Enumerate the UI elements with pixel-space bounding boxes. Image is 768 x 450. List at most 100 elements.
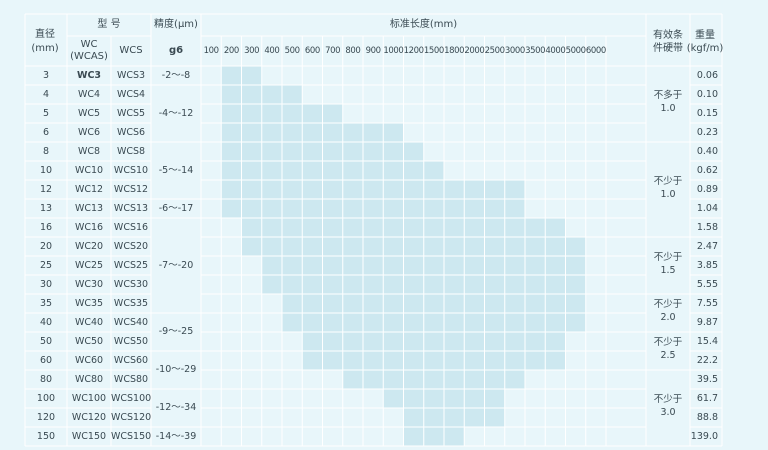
precision-cell: -10～-29 [155, 364, 197, 375]
model-wcs-cell: WCS100 [111, 393, 152, 404]
diameter-cell: 6 [42, 127, 50, 138]
hardness-cell: 1.0 [660, 188, 676, 200]
weight-cell: 0.89 [696, 184, 718, 195]
model-wcs-cell: WCS35 [113, 298, 149, 309]
weight-cell: 139.0 [690, 431, 718, 442]
model-wcs-cell: WCS5 [116, 108, 146, 119]
diameter-cell: 4 [42, 89, 50, 100]
model-wcs-cell: WCS150 [111, 431, 152, 442]
length-header-700: 700 [325, 46, 341, 56]
model-wc-cell: WC100 [71, 393, 107, 404]
model-wc-cell: WC5 [77, 108, 101, 119]
header-model-wcs: WCS [119, 45, 143, 56]
length-header-100: 100 [203, 46, 219, 56]
length-header-200: 200 [223, 46, 239, 56]
header-precision: 精度(μm) [154, 19, 198, 30]
precision-cell: -14～-39 [155, 430, 197, 442]
length-span-12 [221, 180, 525, 199]
length-span-13 [221, 199, 525, 218]
hardness-cell: 1.0 [660, 103, 676, 114]
precision-cell: -7～-20 [158, 259, 194, 271]
model-wc-cell: WC60 [74, 355, 104, 366]
weight-cell: 7.55 [696, 298, 718, 309]
hardness-cell: 3.0 [660, 407, 676, 418]
length-span-50 [302, 332, 566, 351]
model-wc-cell: WC35 [74, 298, 104, 309]
model-wcs-cell: WCS4 [116, 89, 146, 100]
diameter-cell: 120 [36, 412, 56, 423]
weight-cell: 15.4 [696, 336, 718, 347]
length-span-10 [221, 161, 444, 180]
length-header-3000: 3000 [504, 46, 525, 56]
model-wc-cell: WC10 [74, 165, 104, 176]
model-wcs-cell: WCS6 [116, 127, 146, 138]
precision-cell: -12～-34 [155, 402, 197, 413]
model-wcs-cell: WCS25 [113, 260, 149, 271]
precision-cell: -2～-8 [161, 69, 191, 81]
model-wc-cell: WC30 [74, 279, 104, 290]
diameter-cell: 8 [42, 146, 50, 157]
length-header-6000: 6000 [585, 46, 606, 56]
header-diameter-line2: (mm) [31, 43, 59, 54]
weight-cell: 0.15 [696, 108, 718, 119]
length-header-3500: 3500 [525, 46, 546, 56]
diameter-cell: 25 [39, 260, 53, 271]
model-wc-cell: WC13 [74, 203, 104, 214]
header-precision-g6: g6 [168, 45, 184, 56]
weight-cell: 39.5 [696, 374, 718, 385]
weight-cell: 0.06 [696, 70, 718, 81]
header-weight-line1: 重量 [695, 30, 715, 41]
length-header-800: 800 [345, 46, 361, 56]
model-wc-cell: WC80 [74, 374, 104, 385]
hardness-cell: 不多于 [653, 90, 683, 101]
diameter-cell: 10 [39, 165, 53, 176]
model-wcs-cell: WCS30 [113, 279, 149, 290]
model-wcs-cell: WCS60 [113, 355, 149, 366]
hardness-cell: 不少于 [653, 251, 683, 263]
model-wc-cell: WC25 [74, 260, 104, 271]
model-wc-cell: WC3 [76, 70, 102, 81]
diameter-cell: 150 [36, 431, 56, 442]
header-length: 标准长度(mm) [389, 19, 458, 30]
header-model: 型 号 [97, 19, 121, 30]
hardness-cell: 2.0 [660, 312, 676, 323]
header-hardness-line2: 件硬带 [653, 43, 683, 54]
weight-cell: 2.47 [696, 241, 718, 252]
model-wc-cell: WC4 [77, 89, 101, 100]
precision-cell: -5～-14 [158, 164, 194, 176]
length-span-150 [403, 427, 465, 446]
length-span-20 [241, 237, 586, 256]
length-span-6 [221, 123, 404, 142]
model-wcs-cell: WCS8 [116, 146, 146, 157]
length-header-400: 400 [264, 46, 280, 56]
model-wc-cell: WC120 [71, 412, 107, 423]
precision-cell: -6～-17 [158, 202, 194, 214]
weight-cell: 9.87 [696, 317, 718, 328]
length-header-500: 500 [284, 46, 300, 56]
length-header-600: 600 [304, 46, 320, 56]
length-header-300: 300 [244, 46, 260, 56]
weight-cell: 5.55 [696, 279, 718, 290]
header-diameter-line1: 直径 [35, 29, 55, 40]
diameter-cell: 16 [39, 222, 53, 233]
model-wc-cell: WC8 [77, 146, 101, 157]
diameter-cell: 50 [39, 336, 53, 347]
hardness-cell: 不少于 [653, 337, 683, 348]
length-header-900: 900 [365, 46, 381, 56]
header-hardness-line1: 有效条 [653, 30, 683, 41]
length-span-35 [282, 294, 586, 313]
length-header-1200: 1200 [403, 46, 424, 56]
length-span-120 [403, 408, 505, 427]
hardness-cell: 1.5 [660, 264, 676, 276]
diameter-cell: 5 [42, 108, 50, 119]
weight-cell: 3.85 [696, 260, 718, 271]
weight-cell: 61.7 [696, 393, 718, 404]
diameter-cell: 60 [39, 355, 53, 366]
hardness-cell: 不少于 [653, 175, 683, 187]
diameter-cell: 12 [39, 184, 53, 195]
model-wcs-cell: WCS40 [113, 317, 149, 328]
precision-cell: -4～-12 [158, 107, 194, 119]
diameter-cell: 3 [42, 70, 50, 81]
model-wcs-cell: WCS80 [113, 374, 149, 385]
